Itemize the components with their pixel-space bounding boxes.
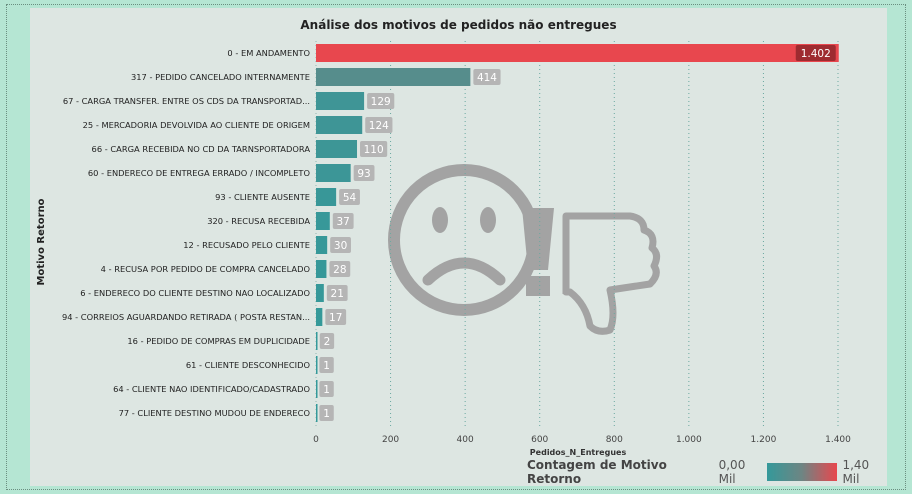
category-label: 61 - CLIENTE DESCONHECIDO (186, 360, 311, 370)
data-label: 30 (334, 240, 347, 252)
x-tick-label: 200 (382, 435, 399, 445)
x-tick-label: 600 (531, 435, 548, 445)
data-label-bg (319, 381, 334, 397)
data-label-bg (325, 309, 347, 325)
chart-title: Análise dos motivos de pedidos não entre… (300, 18, 617, 32)
category-label: 93 - CLIENTE AUSENTE (215, 192, 310, 202)
legend-min-label: 0,00 Mil (718, 458, 746, 486)
x-tick-label: 0 (313, 435, 319, 445)
data-label-bg (332, 213, 354, 229)
data-label: 21 (331, 288, 344, 300)
data-label: 54 (343, 192, 357, 204)
bar[interactable] (316, 44, 839, 62)
data-label: 1.402 (801, 48, 831, 60)
bar[interactable] (316, 188, 337, 206)
thumbs-down-icon (562, 212, 661, 335)
legend-max-label: 1,40 Mil (842, 458, 870, 486)
color-legend: Contagem de Motivo Retorno 0,00 Mil 1,40… (527, 458, 887, 486)
data-label: 124 (369, 120, 389, 132)
data-label-bg (365, 117, 393, 133)
bar[interactable] (316, 236, 328, 254)
category-label: 320 - RECUSA RECEBIDA (207, 216, 310, 226)
bar[interactable] (316, 116, 363, 134)
data-label: 2 (324, 336, 331, 348)
bar[interactable] (316, 380, 318, 398)
bar[interactable] (316, 92, 365, 110)
data-label-bg (319, 333, 335, 349)
data-label-bg (339, 189, 360, 205)
data-label: 28 (333, 264, 346, 276)
legend-title: Contagem de Motivo Retorno (527, 458, 667, 486)
category-label: 4 - RECUSA POR PEDIDO DE COMPRA CANCELAD… (101, 264, 311, 274)
x-axis-ticks: 0 200 400 600 800 1.000 1.200 1.400 (313, 435, 851, 445)
category-labels: 0 - EM ANDAMENTO 317 - PEDIDO CANCELADO I… (62, 48, 311, 418)
data-label: 110 (364, 144, 384, 156)
data-label-bg (353, 165, 375, 181)
y-axis-title: Motivo Retorno (36, 198, 47, 285)
data-label-bg (330, 237, 351, 253)
data-label-bg (319, 357, 334, 373)
category-label: 67 - CARGA TRANSFER. ENTRE OS CDS DA TRA… (63, 96, 310, 106)
data-label: 37 (337, 216, 350, 228)
report-frame (6, 4, 906, 490)
data-label-bg (795, 45, 836, 61)
category-label: 12 - RECUSADO PELO CLIENTE (183, 240, 310, 250)
bar-chart: 0 - EM ANDAMENTO 317 - PEDIDO CANCELADO I… (36, 41, 851, 457)
category-label: 94 - CORREIOS AGUARDANDO RETIRADA ( POST… (62, 312, 310, 322)
category-label: 60 - ENDERECO DE ENTREGA ERRADO / INCOMP… (88, 168, 311, 178)
x-tick-label: 800 (606, 435, 623, 445)
bar[interactable] (316, 404, 318, 422)
data-label: 1 (323, 360, 330, 372)
data-label-bg (360, 141, 388, 157)
category-label: 0 - EM ANDAMENTO (227, 48, 310, 58)
data-label: 129 (371, 96, 391, 108)
data-label: 1 (323, 384, 330, 396)
bar[interactable] (316, 140, 358, 158)
bar[interactable] (316, 284, 324, 302)
bar[interactable] (316, 332, 318, 350)
bar[interactable] (316, 356, 318, 374)
sad-face-icon (388, 164, 540, 316)
bar[interactable] (316, 68, 471, 86)
category-label: 66 - CARGA RECEBIDA NO CD DA TARNSPORTAD… (92, 144, 311, 154)
data-label: 1 (323, 408, 330, 420)
bar[interactable] (316, 212, 330, 230)
data-label: 414 (477, 72, 497, 84)
x-axis-title: Pedidos_N_Entregues (530, 448, 627, 457)
data-label-bg (329, 261, 351, 277)
chart-card: Análise dos motivos de pedidos não entre… (30, 8, 887, 486)
x-tick-label: 1.200 (751, 435, 777, 445)
x-tick-label: 400 (457, 435, 474, 445)
watermark (388, 164, 661, 335)
x-tick-label: 1.000 (676, 435, 702, 445)
data-label-bg (473, 69, 501, 85)
data-label-bg (367, 93, 395, 109)
category-label: 77 - CLIENTE DESTINO MUDOU DE ENDERECO (119, 408, 311, 418)
data-label-bg (319, 405, 334, 421)
data-label: 93 (357, 168, 370, 180)
category-label: 25 - MERCADORIA DEVOLVIDA AO CLIENTE DE … (83, 120, 310, 130)
category-label: 16 - PEDIDO DE COMPRAS EM DUPLICIDADE (127, 336, 310, 346)
category-label: 6 - ENDERECO DO CLIENTE DESTINO NAO LOCA… (80, 288, 310, 298)
bar[interactable] (316, 164, 351, 182)
data-label: 17 (329, 312, 342, 324)
bars-layer (316, 44, 839, 422)
x-tick-label: 1.400 (825, 435, 851, 445)
bar[interactable] (316, 260, 327, 278)
category-label: 317 - PEDIDO CANCELADO INTERNAMENTE (131, 72, 310, 82)
exclamation-icon (522, 208, 554, 296)
legend-gradient-bar (767, 463, 838, 481)
bar[interactable] (316, 308, 323, 326)
data-label-bg (326, 285, 348, 301)
category-label: 64 - CLIENTE NAO IDENTIFICADO/CADASTRADO (113, 384, 310, 394)
